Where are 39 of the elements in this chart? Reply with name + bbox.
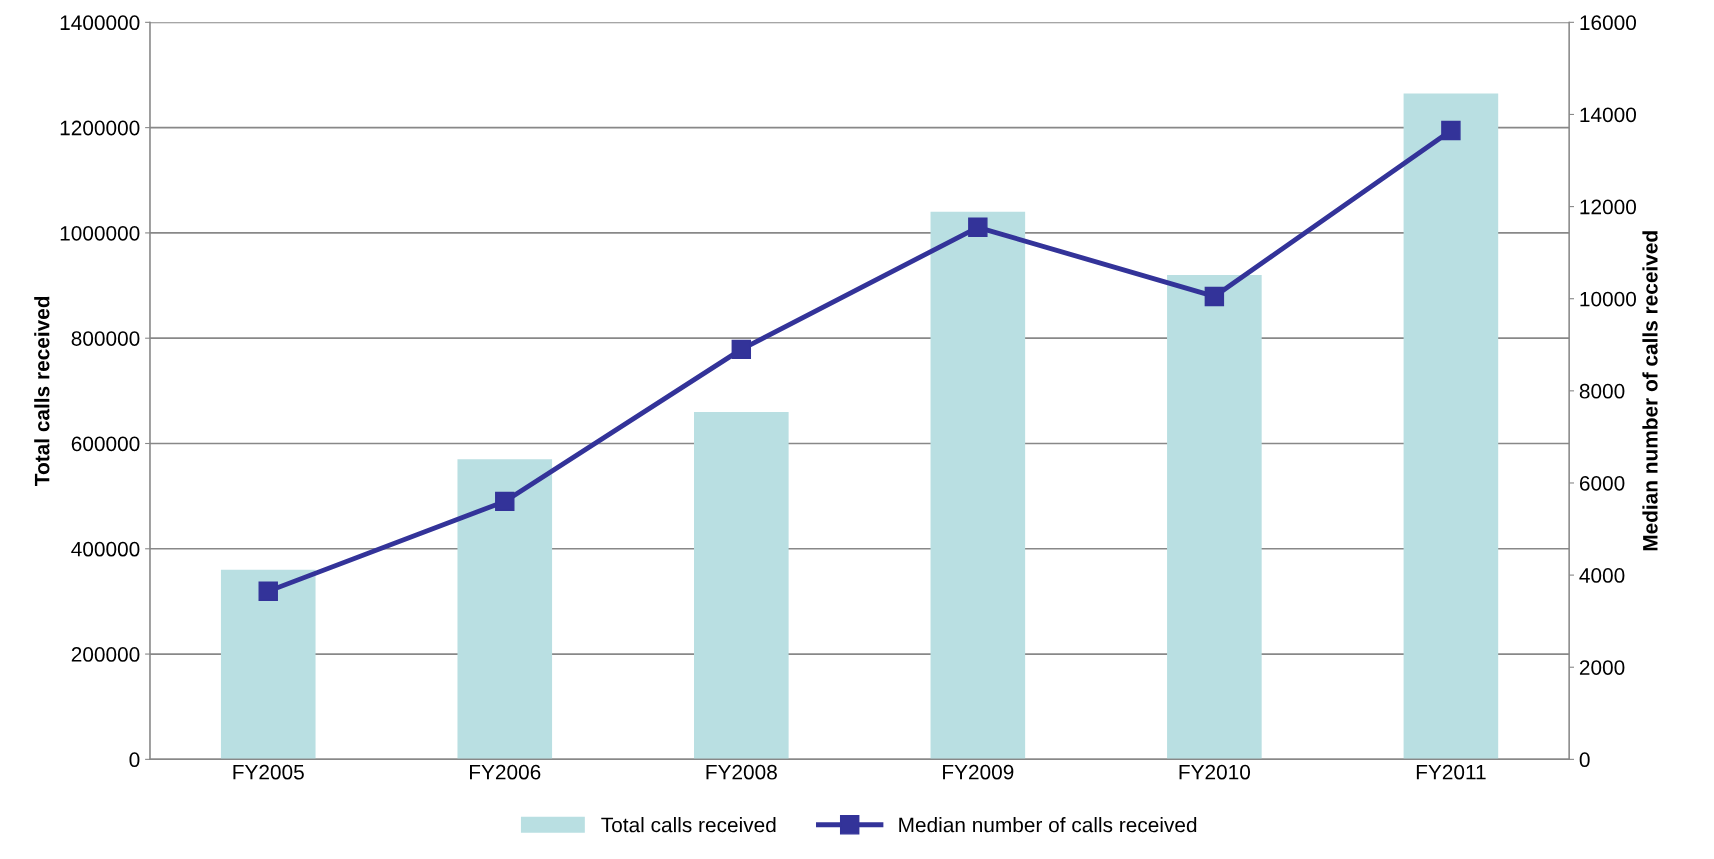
y2-tick-label: 14000 [1580, 107, 1637, 123]
point [258, 581, 278, 601]
point [731, 339, 752, 360]
y2-tick-label: 4000 [1579, 568, 1625, 583]
bar [1403, 93, 1499, 760]
x-tick-label: FY2005 [233, 764, 304, 780]
bar [220, 569, 316, 760]
y2-tick-label: 0 [1579, 752, 1590, 768]
y2-axis-title: Median number of calls received [1642, 231, 1658, 551]
legend-label: Total calls received [601, 817, 776, 833]
bar [694, 411, 789, 760]
point [495, 491, 515, 512]
y-tick-label: 0 [129, 752, 140, 768]
y-tick-label: 200000 [71, 647, 140, 662]
y-tick-label: 400000 [71, 541, 140, 557]
y-tick-label: 1400000 [60, 15, 140, 31]
y2-tick-label: 8000 [1579, 383, 1625, 399]
point [968, 217, 988, 238]
y-tick-label: 1000000 [60, 225, 140, 241]
y-tick-label: 800000 [71, 331, 140, 346]
bar [930, 211, 1026, 760]
x-tick-label: FY2009 [943, 764, 1014, 780]
bar [457, 459, 553, 760]
y2-tick-label: 10000 [1580, 291, 1637, 307]
y-tick-label: 600000 [71, 436, 140, 452]
legend-label: Median number of calls received [899, 817, 1197, 833]
y2-tick-label: 2000 [1579, 660, 1625, 675]
y2-tick-label: 16000 [1580, 15, 1637, 31]
x-tick-label: FY2010 [1179, 764, 1251, 780]
x-tick-label: FY2008 [706, 764, 777, 780]
y-axis-title: Total calls received [34, 296, 50, 486]
y-tick-label: 1200000 [60, 120, 140, 136]
x-tick-label: FY2011 [1416, 764, 1486, 780]
point [1441, 120, 1461, 141]
y2-tick-label: 12000 [1580, 199, 1637, 215]
point [1204, 286, 1225, 307]
y2-tick-label: 6000 [1579, 475, 1625, 491]
x-tick-label: FY2006 [470, 764, 541, 780]
bar [1167, 275, 1262, 760]
